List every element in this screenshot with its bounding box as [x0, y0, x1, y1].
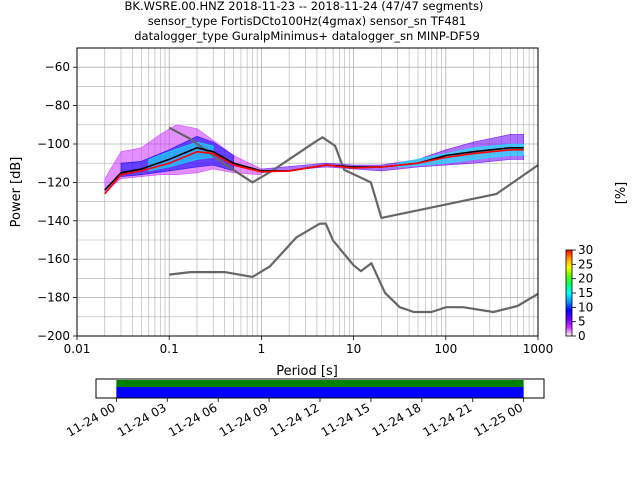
colorbar-tick-label: 20 — [578, 272, 593, 286]
y-axis-label: Power [dB] — [9, 157, 24, 228]
y-tick-label: −60 — [45, 60, 70, 74]
colorbar-tick-label: 25 — [578, 257, 593, 271]
x-axis-label: Period [s] — [276, 364, 338, 379]
series-lines — [104, 126, 539, 314]
y-tick-label: −100 — [37, 137, 70, 151]
x-tick-label: 100 — [434, 342, 457, 356]
colorbar-tick-label: 30 — [578, 243, 593, 257]
coverage-tick-label: 11-24 21 — [421, 400, 475, 439]
y-axis: −200 −180 −160 −140 −120 −100 −80 −60 — [37, 60, 77, 343]
noise-model-low-line — [169, 222, 539, 314]
x-tick-label: 1000 — [523, 342, 554, 356]
colorbar-tick-label: 5 — [578, 315, 586, 329]
coverage-tick-label: 11-24 12 — [268, 400, 322, 439]
colorbar-tick-label: 10 — [578, 300, 593, 314]
coverage-tick-label: 11-24 09 — [217, 400, 271, 439]
coverage-tick-label: 11-24 00 — [64, 400, 118, 439]
y-tick-label: −180 — [37, 291, 70, 305]
y-tick-label: −140 — [37, 214, 70, 228]
x-axis: 0.01 0.1 1 10 100 1000 — [64, 336, 554, 356]
ppsd-plot: 0.01 0.1 1 10 100 1000 −200 −180 −160 −140 −120 −1… — [9, 47, 554, 379]
chart-title-line-1: BK.WSRE.00.HNZ 2018-11-23 -- 2018-11-24 … — [125, 0, 484, 13]
y-tick-label: −120 — [37, 175, 70, 189]
mode-line — [104, 149, 524, 195]
colorbar-tick-label: 0 — [578, 329, 586, 343]
density-band-4 — [261, 134, 524, 174]
coverage-bar-data — [116, 380, 524, 387]
plot-background — [77, 48, 538, 336]
coverage-bars — [116, 380, 524, 398]
coverage-tick-label: 11-24 18 — [370, 400, 424, 439]
colorbar-ramp — [565, 249, 573, 337]
y-tick-label: −200 — [37, 329, 70, 343]
chart-title-line-2: sensor_type FortisDCto100Hz(4gmax) senso… — [148, 14, 467, 28]
x-tick-label: 1 — [258, 342, 266, 356]
noise-model-high-line — [168, 126, 539, 219]
coverage-tick-label: 11-24 06 — [166, 400, 220, 439]
colorbar-tick-label: 15 — [578, 286, 593, 300]
chart-title-line-3: datalogger_type GuralpMinimus+ datalogge… — [134, 29, 480, 43]
y-tick-label: −160 — [37, 252, 70, 266]
plot-frame — [76, 47, 539, 337]
coverage-tick-label: 11-24 15 — [319, 400, 373, 439]
coverage-tick-label: 11-24 03 — [115, 400, 169, 439]
colorbar-label: [%] — [614, 182, 629, 205]
coverage-tick-label: 11-25 00 — [471, 400, 525, 439]
x-tick-label: 0.01 — [64, 342, 91, 356]
y-tick-label: −80 — [45, 99, 70, 113]
x-tick-label: 0.1 — [160, 342, 179, 356]
coverage-bar-used — [116, 387, 524, 398]
x-tick-label: 10 — [346, 342, 361, 356]
